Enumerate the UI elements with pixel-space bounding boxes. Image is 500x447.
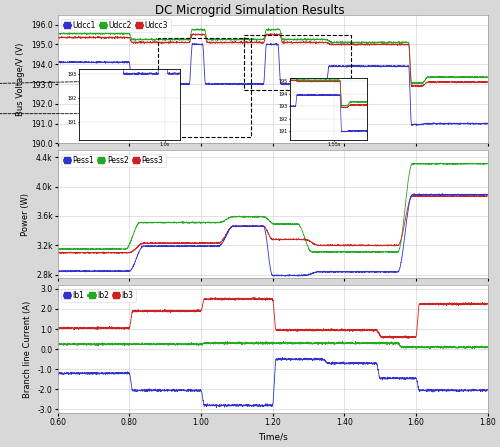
X-axis label: Time/s: Time/s: [258, 433, 288, 442]
Y-axis label: Branch line Current (A): Branch line Current (A): [23, 300, 32, 398]
Bar: [158, 38, 251, 137]
Legend: Ib1, Ib2, Ib3: Ib1, Ib2, Ib3: [62, 289, 136, 302]
Y-axis label: Power (W): Power (W): [22, 193, 30, 236]
Text: DC Microgrid Simulation Results: DC Microgrid Simulation Results: [155, 4, 345, 17]
Bar: [244, 34, 352, 90]
Y-axis label: Bus Voltage/V (V): Bus Voltage/V (V): [16, 42, 26, 116]
Legend: Pess1, Pess2, Pess3: Pess1, Pess2, Pess3: [62, 154, 166, 167]
Legend: Udcc1, Udcc2, Udcc3: Udcc1, Udcc2, Udcc3: [62, 19, 170, 32]
